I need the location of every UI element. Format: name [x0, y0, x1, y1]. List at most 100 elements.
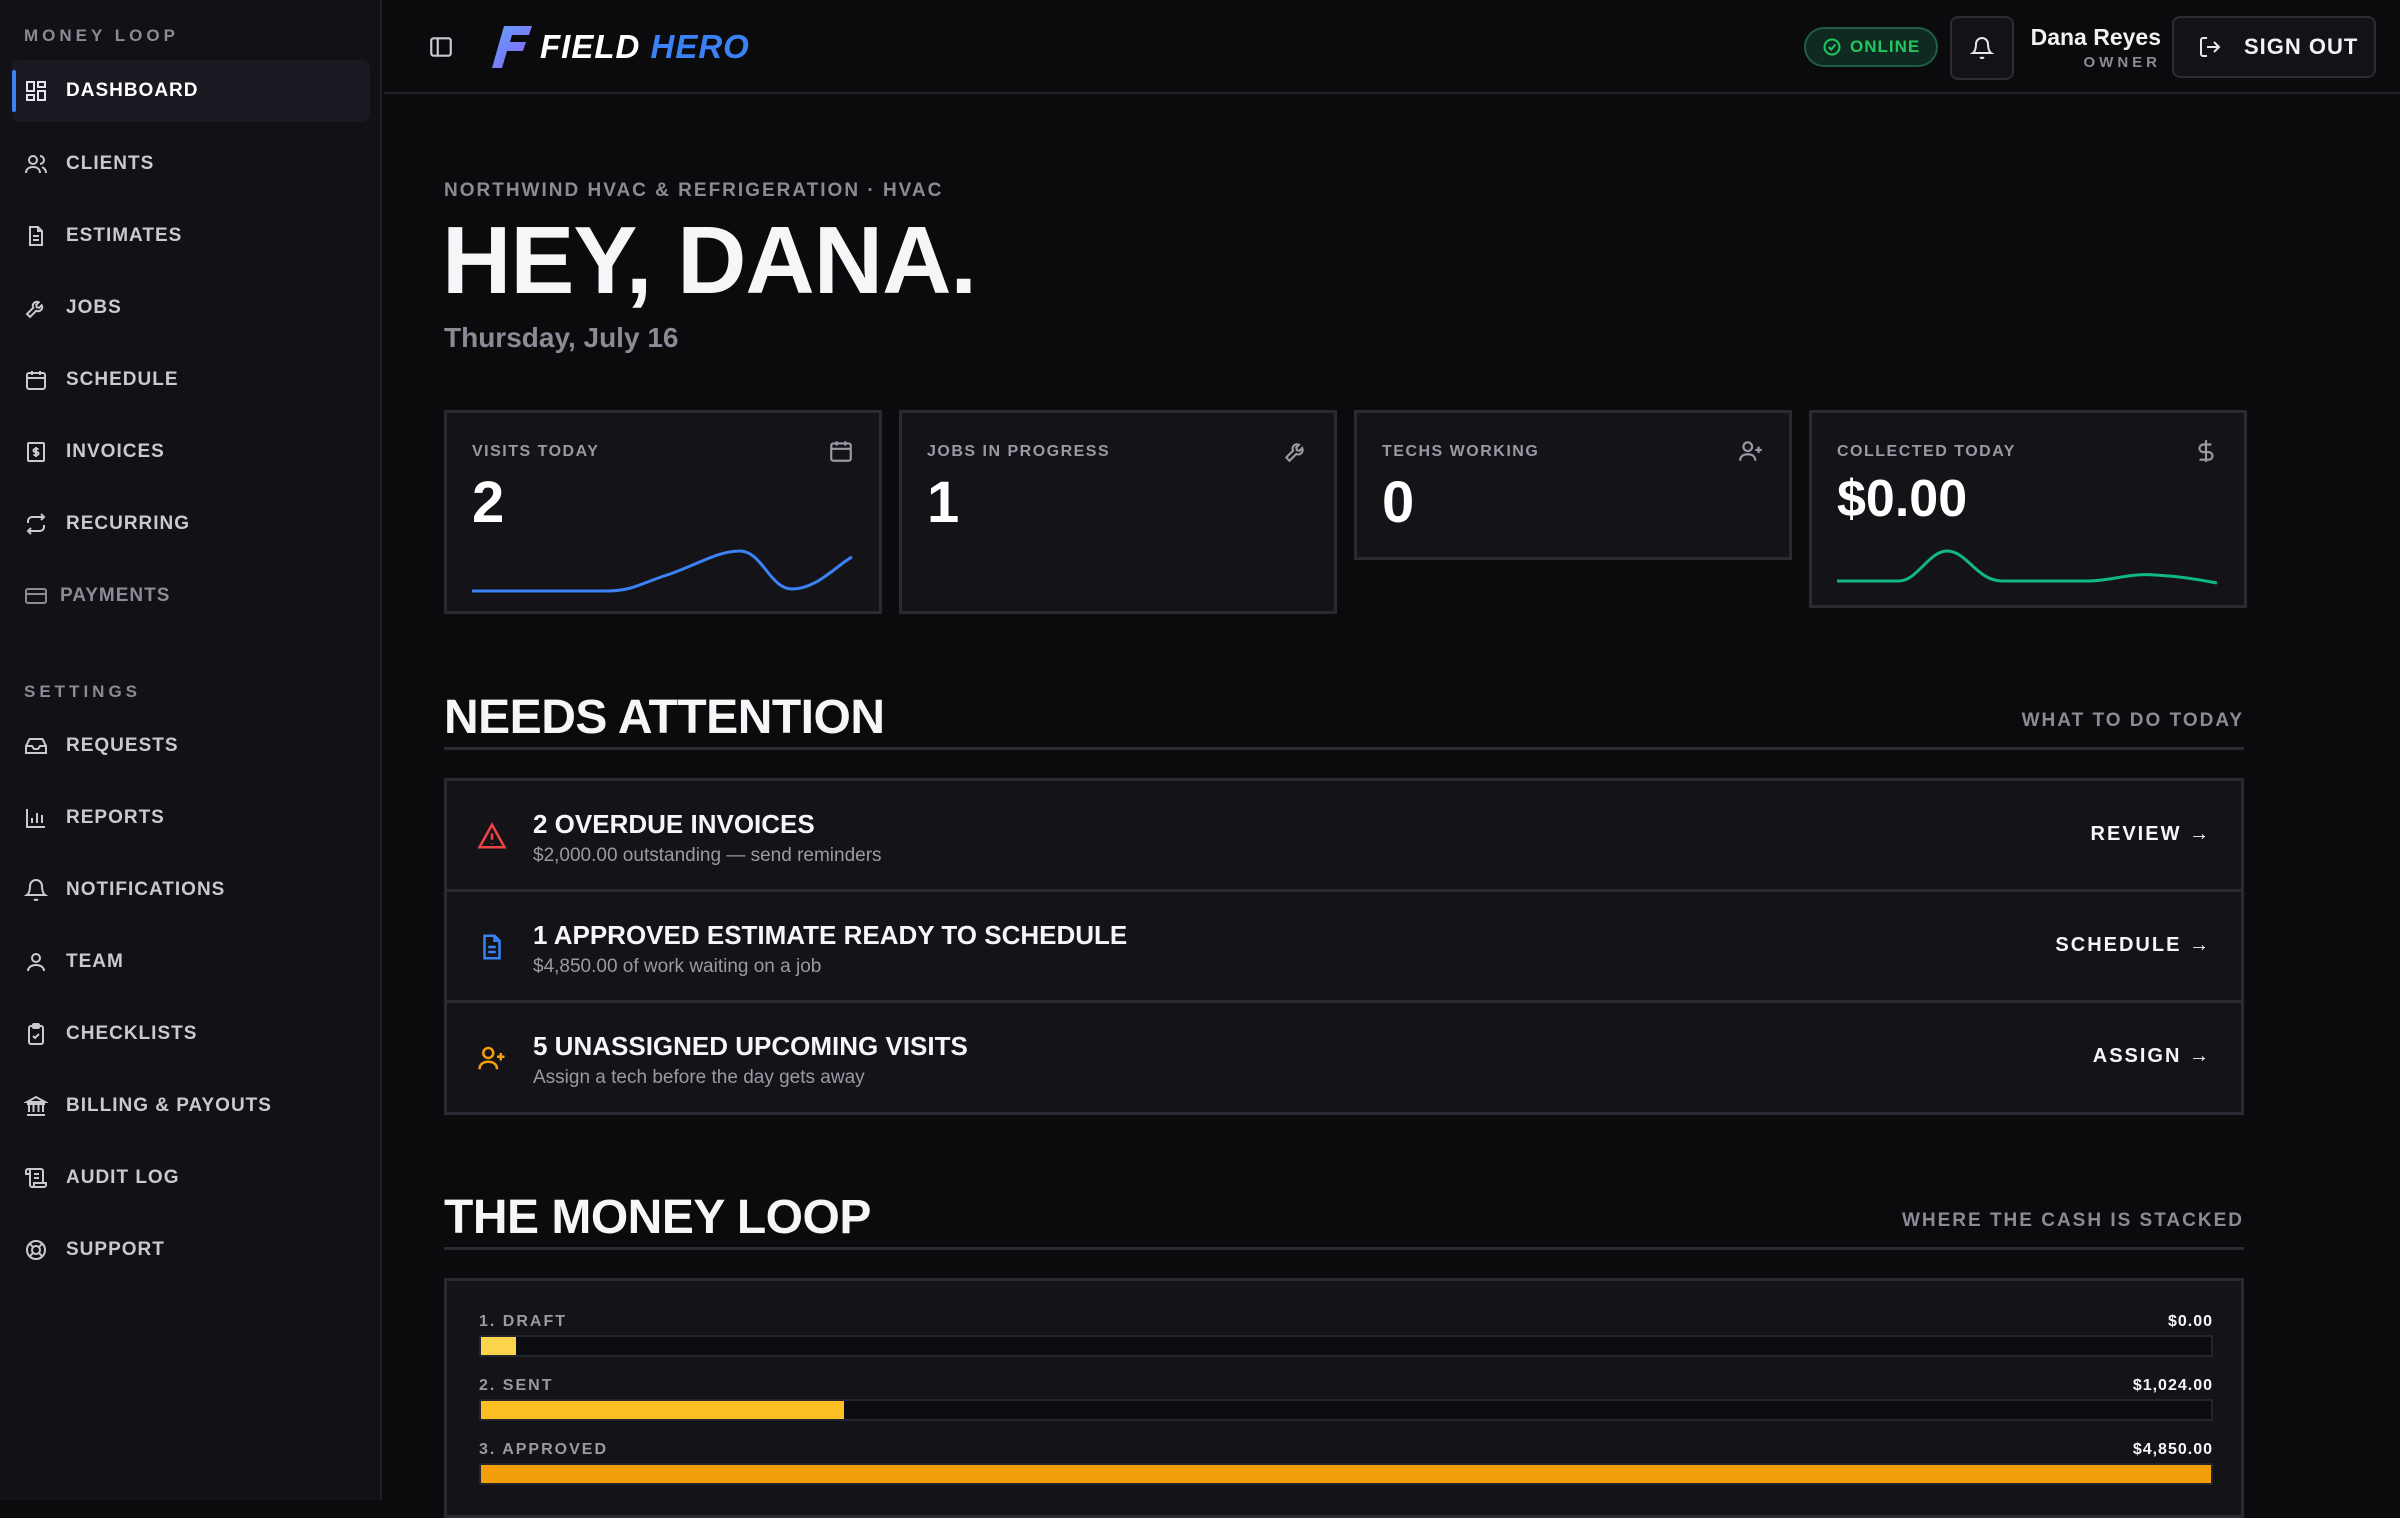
stat-value: 0	[1382, 470, 1415, 535]
sidebar: MONEY LOOP DASHBOARD CLIENTS ESTIMATES J…	[0, 0, 382, 1500]
sidebar-item-label: REQUESTS	[66, 735, 179, 756]
sidebar-item-label: RECURRING	[66, 513, 191, 534]
sidebar-item-label: ESTIMATES	[66, 225, 183, 246]
sidebar-item-label: SCHEDULE	[66, 369, 179, 390]
attention-item-overdue-invoices[interactable]: 2 OVERDUE INVOICES $2,000.00 outstanding…	[447, 781, 2241, 892]
stat-label: VISITS TODAY	[472, 443, 600, 460]
log-out-icon	[2200, 37, 2221, 57]
wrench-icon	[24, 296, 48, 320]
stat-card-visits-today[interactable]: VISITS TODAY 2	[444, 410, 882, 614]
sidebar-item-reports[interactable]: REPORTS	[12, 787, 370, 849]
sidebar-item-estimates[interactable]: ESTIMATES	[12, 205, 370, 267]
user-plus-icon	[477, 1043, 507, 1073]
sidebar-item-label: CHECKLISTS	[66, 1023, 198, 1044]
stat-value: $0.00	[1837, 470, 1968, 528]
clipboard-check-icon	[24, 1022, 48, 1046]
stage-amount: $1,024.00	[2132, 1377, 2213, 1394]
stage-progress-track	[479, 1463, 2213, 1485]
company-name: NORTHWIND HVAC & REFRIGERATION · HVAC	[444, 180, 944, 201]
schedule-link[interactable]: SCHEDULE →	[2055, 934, 2211, 956]
stage-progress-track	[479, 1335, 2213, 1357]
sidebar-item-label: JOBS	[66, 297, 122, 318]
sidebar-section-money-loop: MONEY LOOP	[24, 26, 179, 45]
users-icon	[24, 152, 48, 176]
sidebar-toggle-icon[interactable]	[428, 34, 454, 60]
user-role: OWNER	[2083, 54, 2161, 71]
attention-item-unassigned-visits[interactable]: 5 UNASSIGNED UPCOMING VISITS Assign a te…	[447, 1003, 2241, 1112]
sign-out-button[interactable]: SIGN OUT	[2172, 16, 2376, 78]
attention-desc: $2,000.00 outstanding — send reminders	[533, 845, 882, 866]
attention-item-approved-estimate[interactable]: 1 APPROVED ESTIMATE READY TO SCHEDULE $4…	[447, 892, 2241, 1003]
sidebar-item-schedule[interactable]: SCHEDULE	[12, 349, 370, 411]
scroll-icon	[24, 1166, 48, 1190]
sidebar-item-support[interactable]: SUPPORT	[12, 1219, 370, 1281]
stat-label: JOBS IN PROGRESS	[927, 443, 1111, 460]
wrench-icon	[1284, 443, 1304, 463]
dashboard-icon	[24, 79, 48, 103]
stat-value: 2	[472, 470, 505, 535]
top-bar: FIELD HERO ONLINE Dana Reyes OWNER SIGN …	[384, 0, 2400, 94]
sidebar-item-requests[interactable]: REQUESTS	[12, 715, 370, 777]
attention-title: 5 UNASSIGNED UPCOMING VISITS	[533, 1031, 968, 1061]
attention-desc: $4,850.00 of work waiting on a job	[533, 956, 822, 977]
stage-progress-track	[479, 1399, 2213, 1421]
stat-card-techs-working[interactable]: TECHS WORKING 0	[1354, 410, 1792, 560]
assign-link[interactable]: ASSIGN →	[2092, 1045, 2211, 1067]
notifications-button[interactable]	[1950, 16, 2014, 80]
user-icon	[24, 950, 48, 974]
bar-chart-icon	[24, 806, 48, 830]
current-date: Thursday, July 16	[444, 322, 679, 353]
alert-triangle-icon	[477, 821, 507, 851]
stage-progress-fill	[481, 1465, 2211, 1483]
sidebar-item-clients[interactable]: CLIENTS	[12, 133, 370, 195]
page-title: HEY, DANA.	[442, 207, 977, 314]
status-label: ONLINE	[1850, 37, 1921, 56]
logo[interactable]: FIELD HERO	[492, 24, 750, 70]
sidebar-item-billing-payouts[interactable]: BILLING & PAYOUTS	[12, 1075, 370, 1137]
needs-attention-header: NEEDS ATTENTION WHAT TO DO TODAY	[444, 690, 2244, 750]
money-loop-card: 1. DRAFT $0.00 2. SENT $1,024.00 3. APPR…	[444, 1278, 2244, 1518]
stat-card-jobs-in-progress[interactable]: JOBS IN PROGRESS 1	[899, 410, 1337, 614]
stat-label: TECHS WORKING	[1382, 443, 1540, 460]
sidebar-item-label: PAYMENTS	[60, 585, 171, 606]
user-plus-icon	[1739, 441, 1762, 461]
review-link[interactable]: REVIEW →	[2090, 823, 2211, 845]
section-title: NEEDS ATTENTION	[444, 691, 885, 744]
attention-desc: Assign a tech before the day gets away	[533, 1067, 865, 1088]
sidebar-item-label: AUDIT LOG	[66, 1167, 180, 1188]
sidebar-item-notifications[interactable]: NOTIFICATIONS	[12, 859, 370, 921]
section-title: THE MONEY LOOP	[444, 1191, 871, 1244]
logo-mark-icon	[492, 26, 532, 68]
sidebar-item-audit-log[interactable]: AUDIT LOG	[12, 1147, 370, 1209]
calendar-icon	[830, 441, 852, 462]
sidebar-item-label: NOTIFICATIONS	[66, 879, 226, 900]
bank-icon	[24, 1094, 48, 1118]
stat-card-collected-today[interactable]: COLLECTED TODAY $0.00	[1809, 410, 2247, 608]
sidebar-item-jobs[interactable]: JOBS	[12, 277, 370, 339]
stat-value: 1	[927, 470, 960, 535]
money-loop-header: THE MONEY LOOP WHERE THE CASH IS STACKED	[444, 1190, 2244, 1250]
stat-label: COLLECTED TODAY	[1837, 443, 2016, 460]
sidebar-item-payments[interactable]: PAYMENTS	[12, 565, 370, 627]
sidebar-item-label: INVOICES	[66, 441, 165, 462]
sidebar-item-label: TEAM	[66, 951, 124, 972]
sidebar-item-label: CLIENTS	[66, 153, 155, 174]
sidebar-item-label: REPORTS	[66, 807, 165, 828]
attention-list: 2 OVERDUE INVOICES $2,000.00 outstanding…	[444, 778, 2244, 1115]
logo-text: FIELD HERO	[540, 28, 750, 65]
sidebar-item-recurring[interactable]: RECURRING	[12, 493, 370, 555]
stage-name: 2. SENT	[479, 1377, 554, 1394]
visits-sparkline	[472, 549, 853, 593]
attention-title: 2 OVERDUE INVOICES	[533, 809, 815, 839]
calendar-icon	[24, 368, 48, 392]
stage-name: 3. APPROVED	[479, 1441, 608, 1458]
sidebar-item-team[interactable]: TEAM	[12, 931, 370, 993]
bell-icon	[24, 878, 48, 902]
sidebar-item-dashboard[interactable]: DASHBOARD	[12, 60, 370, 122]
sign-out-label: SIGN OUT	[2244, 34, 2359, 59]
repeat-icon	[24, 512, 48, 536]
stage-name: 1. DRAFT	[479, 1313, 567, 1330]
sidebar-item-invoices[interactable]: INVOICES	[12, 421, 370, 483]
bell-icon	[1970, 37, 1994, 60]
sidebar-item-checklists[interactable]: CHECKLISTS	[12, 1003, 370, 1065]
